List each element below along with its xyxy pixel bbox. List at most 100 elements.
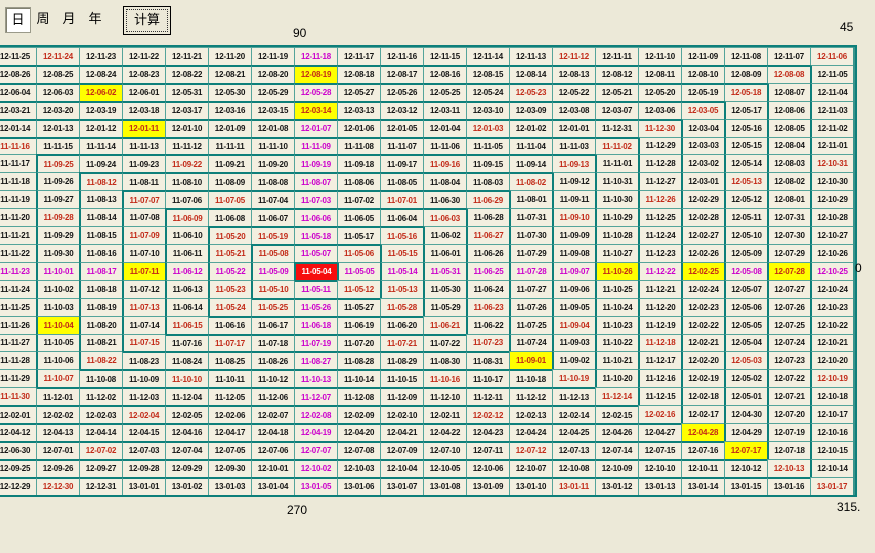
date-cell[interactable]: 11-09-14 bbox=[509, 154, 552, 173]
date-cell[interactable]: 11-12-12 bbox=[509, 387, 552, 406]
date-cell[interactable]: 11-09-03 bbox=[552, 333, 595, 352]
date-cell[interactable]: 11-05-25 bbox=[251, 297, 294, 316]
date-cell[interactable]: 11-09-28 bbox=[36, 208, 79, 227]
date-cell[interactable]: 12-11-04 bbox=[810, 82, 853, 101]
date-cell[interactable]: 11-11-16 bbox=[0, 136, 36, 155]
date-cell[interactable]: 12-04-20 bbox=[337, 423, 380, 441]
date-cell[interactable]: 12-02-03 bbox=[79, 405, 122, 424]
date-cell[interactable]: 12-05-11 bbox=[724, 208, 767, 227]
date-cell[interactable]: 13-01-06 bbox=[337, 476, 380, 495]
date-cell[interactable]: 12-08-14 bbox=[509, 64, 552, 83]
date-cell[interactable]: 12-08-10 bbox=[681, 64, 724, 83]
date-cell[interactable]: 12-05-02 bbox=[724, 369, 767, 388]
date-cell[interactable]: 11-06-09 bbox=[165, 208, 208, 227]
date-cell[interactable]: 12-04-18 bbox=[251, 423, 294, 441]
date-cell[interactable]: 12-06-30 bbox=[0, 440, 36, 459]
date-cell[interactable]: 12-08-21 bbox=[208, 64, 251, 83]
date-cell[interactable]: 11-07-17 bbox=[208, 333, 251, 352]
date-cell[interactable]: 12-08-18 bbox=[337, 64, 380, 83]
date-cell[interactable]: 11-10-03 bbox=[36, 297, 79, 316]
date-cell[interactable]: 12-07-10 bbox=[423, 440, 466, 459]
date-cell[interactable]: 13-01-11 bbox=[552, 476, 595, 495]
date-cell[interactable]: 12-12-30 bbox=[36, 476, 79, 495]
date-cell[interactable]: 12-05-05 bbox=[724, 315, 767, 334]
date-cell[interactable]: 12-09-30 bbox=[208, 458, 251, 477]
date-cell[interactable]: 11-05-11 bbox=[294, 279, 337, 298]
date-cell[interactable]: 11-08-17 bbox=[79, 261, 122, 280]
date-cell[interactable]: 12-04-27 bbox=[638, 423, 681, 441]
date-cell[interactable]: 12-07-03 bbox=[122, 440, 165, 459]
date-cell[interactable]: 12-03-16 bbox=[208, 100, 251, 119]
date-cell[interactable]: 11-08-16 bbox=[79, 243, 122, 262]
date-cell[interactable]: 12-01-14 bbox=[0, 118, 36, 137]
date-cell[interactable]: 11-07-13 bbox=[122, 297, 165, 316]
date-cell[interactable]: 11-05-14 bbox=[380, 261, 423, 280]
date-cell[interactable]: 12-07-14 bbox=[595, 440, 638, 459]
date-cell[interactable]: 13-01-10 bbox=[509, 476, 552, 495]
date-cell[interactable]: 11-09-10 bbox=[552, 208, 595, 227]
date-cell[interactable]: 12-07-30 bbox=[767, 226, 810, 244]
date-cell[interactable]: 12-05-10 bbox=[724, 226, 767, 244]
date-cell[interactable]: 11-11-14 bbox=[79, 136, 122, 155]
date-cell[interactable]: 11-07-25 bbox=[509, 315, 552, 334]
date-cell[interactable]: 12-09-26 bbox=[36, 458, 79, 477]
date-cell[interactable]: 12-10-27 bbox=[810, 226, 853, 244]
date-cell[interactable]: 11-09-12 bbox=[552, 172, 595, 191]
date-cell[interactable]: 11-11-01 bbox=[595, 154, 638, 173]
date-cell[interactable]: 12-03-14 bbox=[294, 100, 337, 119]
date-cell[interactable]: 11-08-10 bbox=[165, 172, 208, 191]
date-cell[interactable]: 11-12-25 bbox=[638, 208, 681, 227]
date-cell[interactable]: 11-10-25 bbox=[595, 279, 638, 298]
date-cell[interactable]: 12-10-01 bbox=[251, 458, 294, 477]
date-cell[interactable]: 12-10-29 bbox=[810, 190, 853, 209]
date-cell[interactable]: 12-02-07 bbox=[251, 405, 294, 424]
date-cell[interactable]: 11-07-04 bbox=[251, 190, 294, 209]
date-cell[interactable]: 12-07-23 bbox=[767, 351, 810, 370]
date-cell[interactable]: 12-02-08 bbox=[294, 405, 337, 424]
date-cell[interactable]: 12-06-02 bbox=[79, 82, 122, 101]
date-cell[interactable]: 11-06-23 bbox=[466, 297, 509, 316]
date-cell[interactable]: 11-06-21 bbox=[423, 315, 466, 334]
date-cell[interactable]: 12-03-20 bbox=[36, 100, 79, 119]
date-cell[interactable]: 12-10-17 bbox=[810, 405, 853, 424]
selected-date-cell[interactable]: 11-05-04 bbox=[294, 261, 337, 280]
date-cell[interactable]: 11-09-05 bbox=[552, 297, 595, 316]
date-cell[interactable]: 13-01-15 bbox=[724, 476, 767, 495]
date-cell[interactable]: 12-05-21 bbox=[595, 82, 638, 101]
date-cell[interactable]: 12-07-13 bbox=[552, 440, 595, 459]
date-cell[interactable]: 11-09-15 bbox=[466, 154, 509, 173]
date-cell[interactable]: 12-11-13 bbox=[509, 47, 552, 65]
date-cell[interactable]: 11-06-20 bbox=[380, 315, 423, 334]
date-cell[interactable]: 12-04-28 bbox=[681, 423, 724, 441]
date-cell[interactable]: 11-12-17 bbox=[638, 351, 681, 370]
date-cell[interactable]: 11-07-31 bbox=[509, 208, 552, 227]
date-cell[interactable]: 11-09-26 bbox=[36, 172, 79, 191]
date-cell[interactable]: 12-07-31 bbox=[767, 208, 810, 227]
date-cell[interactable]: 11-11-04 bbox=[509, 136, 552, 155]
date-cell[interactable]: 12-07-12 bbox=[509, 440, 552, 459]
date-cell[interactable]: 12-05-29 bbox=[251, 82, 294, 101]
date-cell[interactable]: 12-03-10 bbox=[466, 100, 509, 119]
date-cell[interactable]: 11-07-20 bbox=[337, 333, 380, 352]
toolbar-mode-button-2[interactable]: 月 bbox=[62, 11, 76, 26]
toolbar-mode-button-1[interactable]: 周 bbox=[36, 11, 50, 26]
date-cell[interactable]: 11-12-05 bbox=[208, 387, 251, 406]
date-cell[interactable]: 11-07-16 bbox=[165, 333, 208, 352]
date-cell[interactable]: 11-08-19 bbox=[79, 297, 122, 316]
date-cell[interactable]: 12-11-14 bbox=[466, 47, 509, 65]
date-cell[interactable]: 12-07-17 bbox=[724, 440, 767, 459]
date-cell[interactable]: 12-09-25 bbox=[0, 458, 36, 477]
date-cell[interactable]: 11-05-08 bbox=[251, 243, 294, 262]
date-cell[interactable]: 11-10-11 bbox=[208, 369, 251, 388]
date-cell[interactable]: 12-04-15 bbox=[122, 423, 165, 441]
date-cell[interactable]: 12-03-05 bbox=[681, 100, 724, 119]
date-cell[interactable]: 12-05-06 bbox=[724, 297, 767, 316]
date-cell[interactable]: 12-03-09 bbox=[509, 100, 552, 119]
date-cell[interactable]: 11-09-08 bbox=[552, 243, 595, 262]
date-cell[interactable]: 12-10-16 bbox=[810, 423, 853, 441]
date-cell[interactable]: 11-05-20 bbox=[208, 226, 251, 244]
date-cell[interactable]: 11-10-27 bbox=[595, 243, 638, 262]
date-cell[interactable]: 11-09-22 bbox=[165, 154, 208, 173]
date-cell[interactable]: 11-07-10 bbox=[122, 243, 165, 262]
date-cell[interactable]: 11-12-01 bbox=[36, 387, 79, 406]
